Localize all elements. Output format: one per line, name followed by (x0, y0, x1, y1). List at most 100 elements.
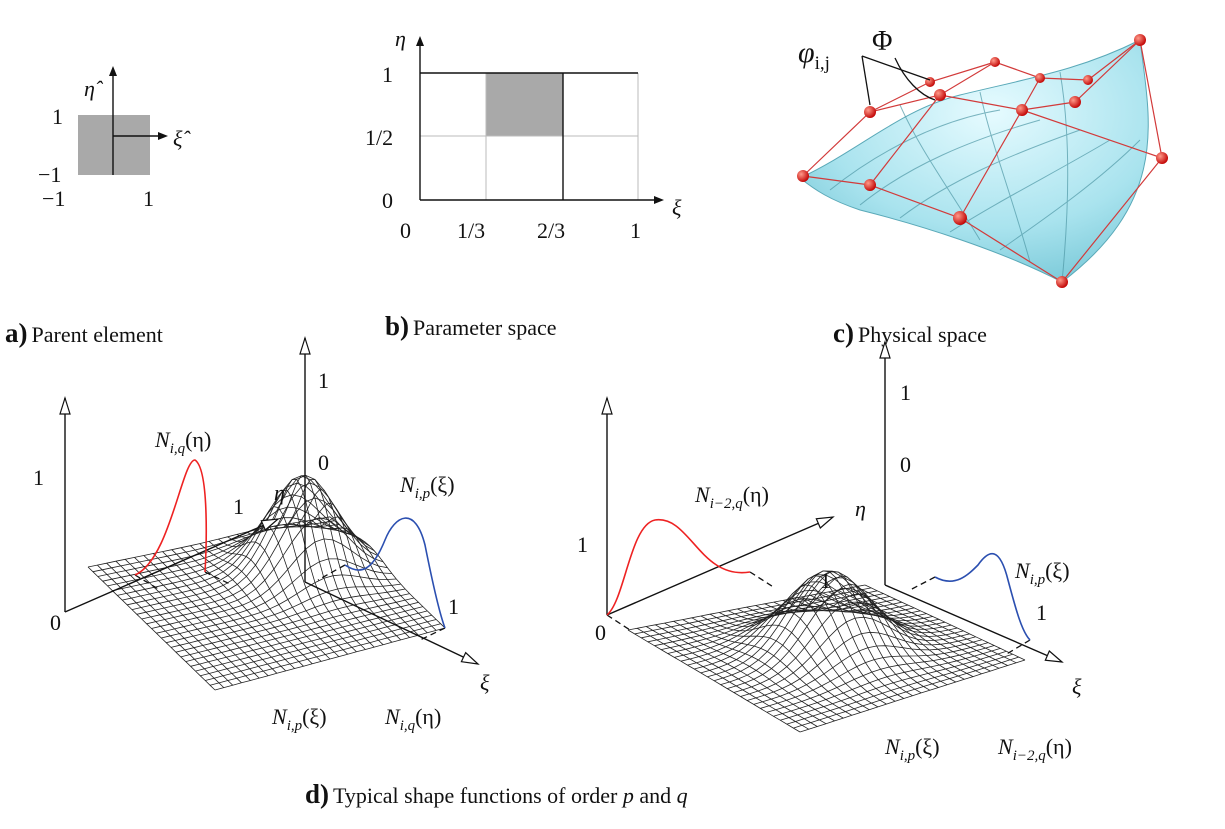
axis-label: ξ̂ (173, 126, 191, 151)
xi-shape-function (934, 553, 1031, 641)
function-label: Ni−2,q(η) (694, 482, 769, 512)
label-base: N (884, 734, 901, 759)
label-arg: (ξ) (915, 734, 939, 759)
surface (799, 39, 1149, 283)
caption-text: and (634, 783, 677, 808)
tick-label: 0 (400, 218, 411, 243)
caption-text: Parent element (32, 322, 163, 347)
mesh-line (170, 588, 406, 648)
mesh-line (283, 489, 402, 641)
tick-label: 1 (820, 568, 831, 593)
label-base: N (694, 482, 711, 507)
caption: d) Typical shape functions of order p and… (305, 779, 688, 809)
arrowhead (460, 651, 480, 665)
mesh-line (753, 639, 983, 705)
arrowhead (654, 196, 664, 204)
tick-label: 1 (318, 368, 329, 393)
tick-label: 0 (900, 452, 911, 477)
label-sub: i,p (415, 486, 431, 502)
mesh-line (864, 584, 1026, 661)
parent-square (78, 115, 150, 175)
label-arg: (ξ) (1045, 558, 1069, 583)
element-cell (486, 73, 563, 136)
label-sub: i,j (815, 53, 830, 74)
function-label: Ni−2,q(η) (997, 734, 1072, 764)
function-label: Ni,p(ξ) (884, 734, 940, 764)
mesh-line (292, 502, 410, 638)
mesh-line (227, 524, 348, 655)
arrowhead (59, 395, 71, 415)
axis (884, 584, 1063, 663)
control-points (797, 34, 1168, 288)
mesh-line (740, 616, 970, 697)
dashed-guide (606, 571, 1031, 656)
mesh-line (171, 549, 295, 669)
caption-letter: c) (833, 318, 854, 348)
mesh-line (766, 645, 995, 713)
arrowhead (879, 339, 891, 359)
mesh-line (166, 583, 401, 644)
tick-label: 0 (382, 188, 393, 213)
caption-text: Physical space (858, 322, 987, 347)
axis (606, 516, 834, 616)
label-sub: i,q (170, 441, 186, 457)
label-sub: i,q (400, 718, 416, 734)
function-label: Ni,p(ξ) (399, 472, 455, 502)
mesh-line (855, 586, 1017, 664)
caption-var: q (677, 783, 688, 808)
mesh-line (190, 545, 313, 665)
tick-label: 1 (900, 380, 911, 405)
mesh-line (218, 538, 340, 657)
function-label: Ni,p(ξ) (271, 704, 327, 734)
leader-line (894, 57, 936, 101)
mesh-line (190, 606, 423, 667)
mesh-line (733, 601, 964, 693)
label-base: N (1014, 558, 1031, 583)
mesh-line (755, 570, 922, 694)
tick-label: 1 (143, 186, 154, 211)
mesh-line (773, 648, 1001, 717)
mesh-line (329, 516, 446, 629)
tick-label: η (274, 480, 285, 505)
mesh-line (180, 547, 304, 667)
mesh-line (782, 593, 948, 686)
mesh-line (819, 593, 982, 675)
surface-label: Φ (872, 26, 892, 57)
label-base: N (384, 704, 401, 729)
mesh-line (828, 591, 991, 672)
arrowhead (158, 132, 168, 140)
mesh-line (205, 619, 437, 681)
arrowhead (260, 518, 280, 531)
function-label: Ni,q(η) (154, 427, 211, 457)
axis (304, 581, 479, 665)
tick-label: 1 (448, 594, 459, 619)
caption-text: Typical shape functions of order (333, 783, 623, 808)
mesh-line (791, 598, 956, 683)
label-arg: (η) (415, 704, 441, 729)
caption-var: p (621, 783, 634, 808)
tick-label: 1/3 (457, 218, 485, 243)
tick-label: 1 (630, 218, 641, 243)
caption: a) Parent element (5, 318, 163, 348)
label-base: N (997, 734, 1014, 759)
tick-label: 0 (50, 610, 61, 635)
mesh-line (180, 597, 415, 658)
mesh-line (636, 627, 809, 730)
tick-label: ξ (1072, 674, 1082, 699)
mesh-line (236, 506, 357, 653)
caption-letter: b) (385, 311, 409, 341)
mesh-line (720, 577, 952, 685)
mesh-line (760, 642, 989, 709)
caption: b) Parameter space (385, 311, 557, 341)
panel-c: φi,j Φ c) Physical space (797, 26, 1168, 348)
arrowhead (299, 335, 311, 355)
axis-label: η̂ (84, 76, 104, 101)
label-arg: (η) (185, 427, 211, 452)
xi-shape-function (344, 517, 446, 629)
label-arg: (ξ) (302, 704, 326, 729)
